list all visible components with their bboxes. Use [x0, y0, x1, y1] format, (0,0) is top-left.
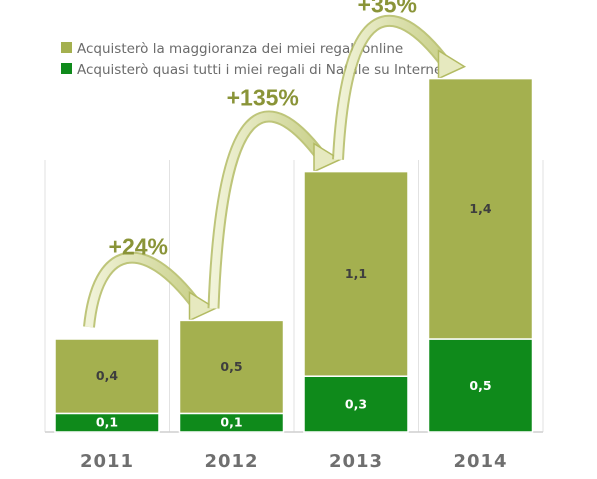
bar-segment-light: [178, 319, 285, 415]
arrow-head-icon: [188, 291, 218, 322]
data-label: 0,4: [96, 368, 118, 383]
x-tick-label: 2013: [329, 451, 383, 472]
growth-annotation: +24%: [109, 233, 168, 259]
growth-annotation: +135%: [227, 85, 299, 111]
bar-segment-light: [303, 170, 409, 377]
bars: 0,1 0,4 0,1 0,5 0,3 1,1 0,5 1,4: [54, 77, 534, 433]
x-tick-label: 2012: [204, 451, 258, 472]
legend-label: Acquisterò quasi tutti i miei regali di …: [77, 62, 448, 78]
bar-segment-dark: [303, 375, 409, 433]
growth-arrow-fill: [209, 112, 326, 309]
growth-arrow-fill: [85, 253, 201, 328]
growth-arrows: +24% +135% +35%: [83, 0, 467, 328]
data-label: 0,3: [345, 397, 367, 412]
arrow-head-icon: [437, 49, 467, 80]
bar-segment-light: [54, 338, 160, 415]
data-label: 0,5: [220, 359, 242, 374]
legend-item: Acquisterò quasi tutti i miei regali di …: [61, 62, 448, 78]
legend-swatch-light: [61, 42, 72, 53]
x-tick-label: 2014: [453, 451, 507, 472]
data-label: 0,5: [469, 378, 491, 393]
growth-annotation: +35%: [358, 0, 417, 18]
arrow-head-icon: [313, 142, 342, 173]
legend-swatch-dark: [61, 63, 72, 74]
x-axis-labels: 2011 2012 2013 2014: [80, 451, 507, 472]
growth-arrow-fill: [334, 16, 450, 160]
data-label: 1,1: [345, 266, 367, 281]
legend: Acquisterò la maggioranza dei miei regal…: [61, 41, 448, 78]
data-label: 1,4: [469, 201, 491, 216]
bar-segment-dark: [427, 338, 534, 433]
x-tick-label: 2011: [80, 451, 134, 472]
legend-item: Acquisterò la maggioranza dei miei regal…: [61, 41, 403, 57]
data-label: 0,1: [220, 414, 242, 429]
data-label: 0,1: [96, 414, 118, 429]
legend-label: Acquisterò la maggioranza dei miei regal…: [77, 41, 403, 57]
bar-segment-light: [427, 77, 534, 340]
